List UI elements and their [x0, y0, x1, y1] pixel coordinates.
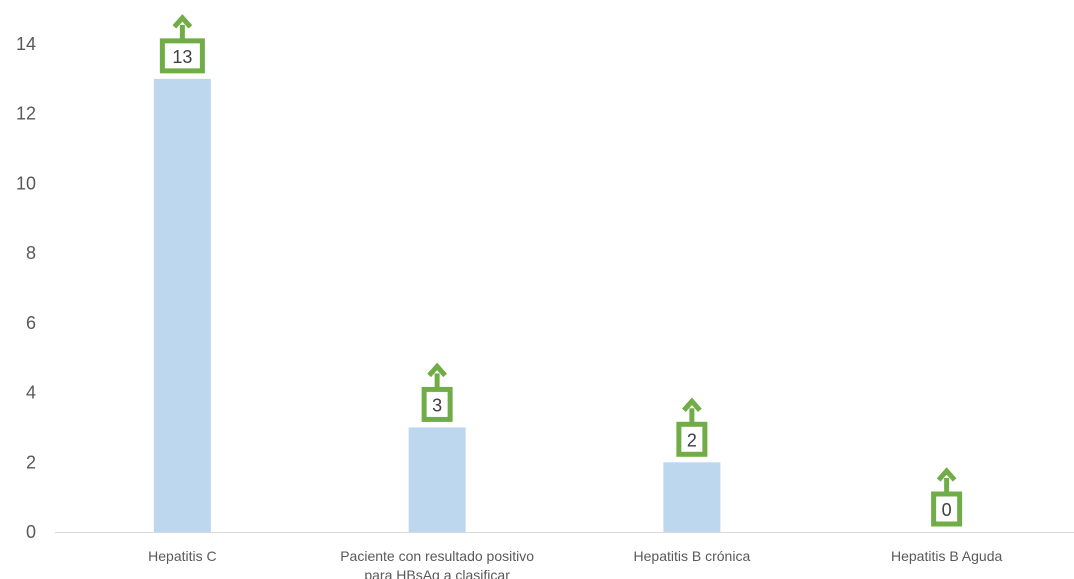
x-axis-ticks: Hepatitis C Paciente con resultado positi…: [148, 548, 1002, 579]
callout-box: [676, 421, 708, 457]
bar: [153, 78, 211, 532]
x-tick-label: Hepatitis B crónica: [634, 548, 751, 564]
bar: [408, 427, 466, 532]
y-tick-label: 14: [16, 34, 36, 54]
y-tick-label: 0: [26, 522, 36, 542]
callout-box: [931, 491, 963, 527]
data-label: 2: [687, 430, 697, 450]
bar: [663, 462, 721, 532]
callout-box: [421, 386, 453, 422]
y-tick-label: 8: [26, 243, 36, 263]
up-arrow-icon: [172, 14, 193, 29]
bars: [153, 78, 721, 532]
up-arrow-icon: [427, 362, 447, 378]
data-label-callout: 13: [159, 14, 205, 74]
data-label: 0: [942, 500, 952, 520]
y-tick-label: 4: [26, 383, 36, 403]
x-tick-label: Hepatitis B Aguda: [891, 548, 1003, 564]
data-label-callout: 3: [421, 362, 453, 422]
x-tick-label: para HBsAg a clasificar: [364, 567, 510, 579]
up-arrow-icon: [936, 467, 957, 482]
data-labels: 13 3 2 0: [159, 14, 963, 527]
x-tick-label: Paciente con resultado positivo: [340, 548, 534, 564]
callout-box: [159, 38, 205, 74]
y-tick-label: 6: [26, 313, 36, 333]
y-axis-ticks: 0 2 4 6 8 10 12 14: [16, 34, 36, 542]
y-tick-label: 2: [26, 452, 36, 472]
data-label: 3: [432, 395, 442, 415]
x-tick-label: Hepatitis C: [148, 548, 216, 564]
y-tick-label: 12: [16, 104, 36, 124]
data-label-callout: 0: [931, 467, 963, 527]
data-label-callout: 2: [676, 397, 708, 457]
up-arrow-icon: [682, 397, 702, 412]
y-tick-label: 10: [16, 173, 36, 193]
data-label: 13: [172, 47, 192, 67]
